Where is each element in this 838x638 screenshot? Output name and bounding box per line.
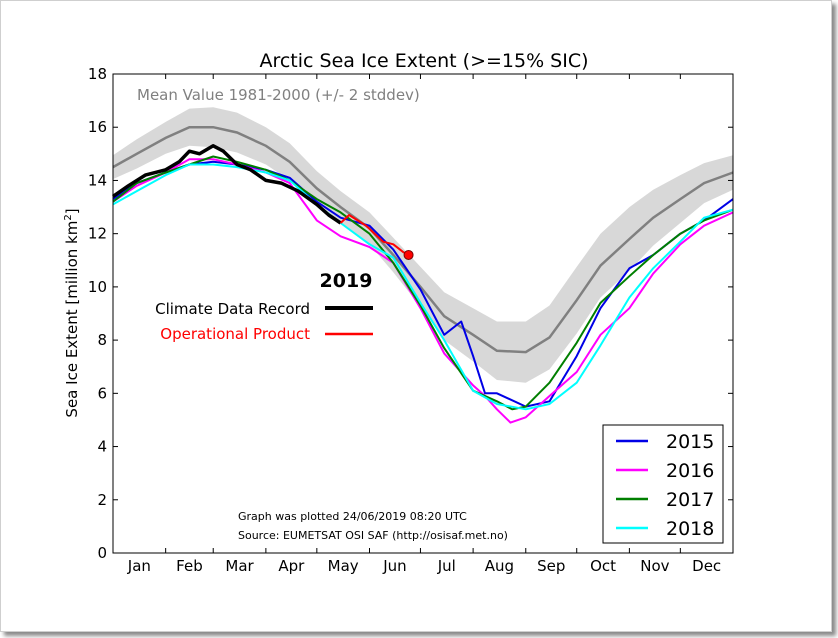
legend: 2015 2016 2017 2018 [602,424,724,544]
legend-label-2016: 2016 [666,460,714,482]
legend-label-2017: 2017 [666,489,714,511]
y-tick-label: 2 [97,491,107,509]
operational-product-line [339,214,410,256]
y-tick-label: 14 [88,171,107,189]
x-tick-label-mar: Mar [225,557,254,575]
series-line-2016 [112,158,734,424]
source-note: Source: EUMETSAT OSI SAF (http://osisaf.… [238,529,508,542]
series-line-2017 [112,155,734,411]
operational-product-label: Operational Product [160,325,310,343]
x-tick-label-feb: Feb [176,557,203,575]
climate-data-record-line [112,144,342,225]
series-line-2015 [112,160,734,408]
y-tick-label: 8 [97,331,107,349]
y-axis-label: Sea Ice Extent [million km2] [63,208,81,417]
mean-value-label: Mean Value 1981-2000 (+/- 2 stddev) [137,86,420,104]
x-tick-label-sep: Sep [537,557,565,575]
y-tick-label: 0 [97,544,107,562]
legend-label-2018: 2018 [666,518,714,540]
y-tick-label: 16 [88,118,107,136]
series-line-2018 [112,163,734,411]
x-tick-label-jul: Jul [437,557,456,575]
y-tick-label: 10 [88,278,107,296]
svg-text:Sea Ice Extent [million km2]: Sea Ice Extent [million km2] [63,208,81,417]
y-tick-label: 6 [97,384,107,402]
y-axis-label-end: ] [63,208,81,214]
y-axis-label-superscript: 2 [63,214,74,220]
y-tick-label: 4 [97,438,107,456]
x-tick-label-aug: Aug [485,557,514,575]
year-2019-label: 2019 [320,270,373,292]
x-tick-label-may: May [328,557,359,575]
chart-title: Arctic Sea Ice Extent (>=15% SIC) [259,50,588,72]
y-tick-label: 18 [88,65,107,83]
latest-value-marker [403,249,414,260]
y-tick-label: 12 [88,225,107,243]
mean-stddev-band [113,107,733,383]
climate-data-record-label: Climate Data Record [155,300,310,318]
x-tick-label-jun: Jun [382,557,406,575]
x-tick-label-jan: Jan [127,557,151,575]
x-tick-label-nov: Nov [640,557,669,575]
x-tick-label-dec: Dec [692,557,721,575]
x-tick-label-oct: Oct [590,557,616,575]
legend-label-2015: 2015 [666,431,714,453]
x-tick-label-apr: Apr [278,557,305,575]
plot-area: 0 2 4 6 8 10 12 14 16 18 Jan Feb Mar Apr May Jun Jul Aug S… [88,65,734,575]
legend-box [602,424,724,544]
axes-frame [112,73,734,554]
mean-line [112,125,734,354]
plotted-date-note: Graph was plotted 24/06/2019 08:20 UTC [238,510,467,523]
